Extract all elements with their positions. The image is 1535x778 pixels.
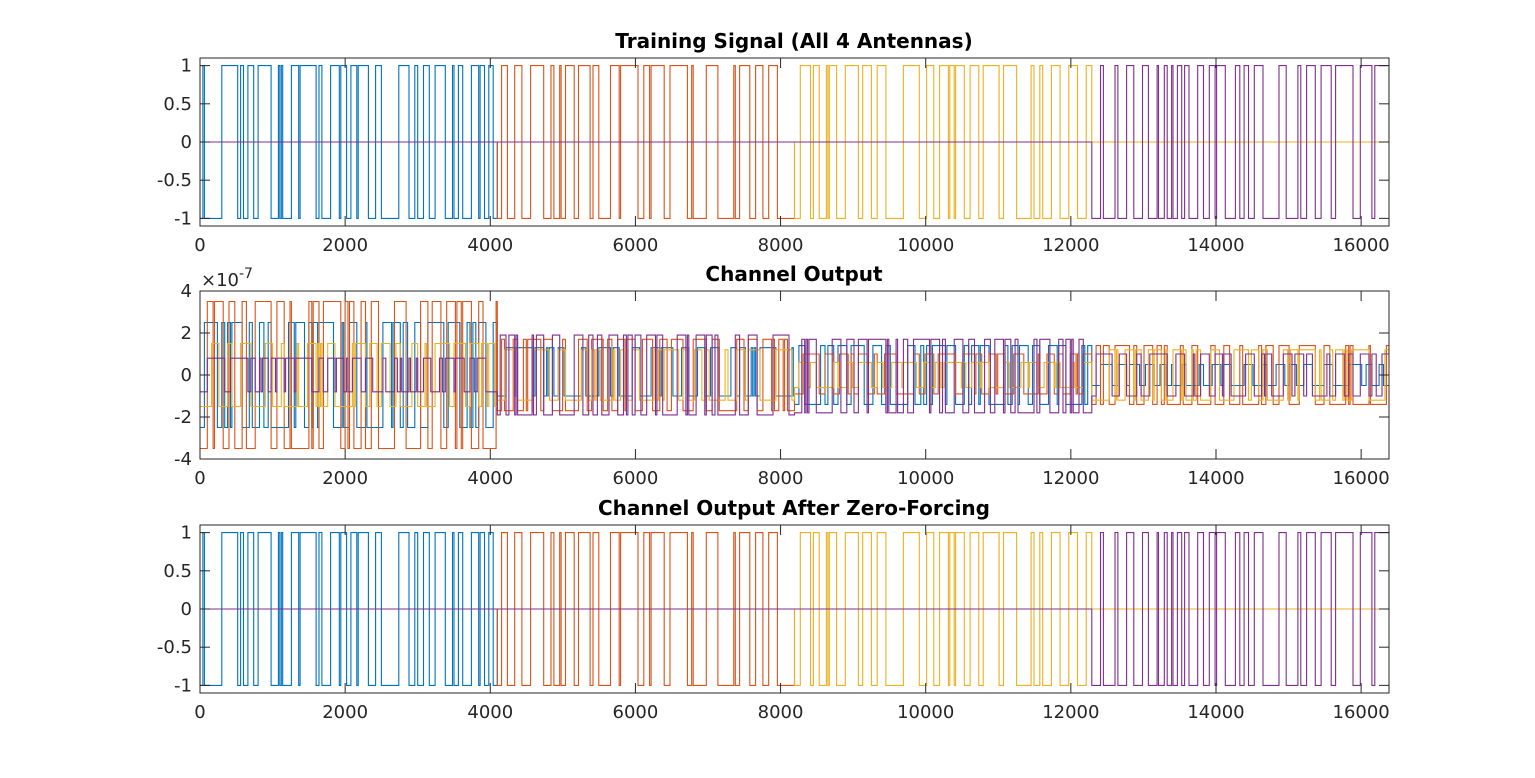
x-tick-label: 2000 <box>322 235 368 256</box>
series-line-1 <box>200 65 1389 219</box>
y-tick-label: -1 <box>174 208 192 229</box>
y-tick-label: 0 <box>181 365 192 386</box>
x-tick-label: 0 <box>194 702 205 723</box>
x-tick-label: 0 <box>194 468 205 489</box>
x-tick-label: 12000 <box>1042 235 1099 256</box>
series-line-4 <box>200 532 1389 686</box>
y-tick-label: 0.5 <box>163 94 192 115</box>
y-tick-label: -0.5 <box>157 170 192 191</box>
series-line-4 <box>200 65 1389 219</box>
y-tick-label: -0.5 <box>157 637 192 658</box>
series-group <box>200 300 1389 450</box>
subplot-title: Channel Output <box>705 262 883 286</box>
series-line-3 <box>200 342 1389 408</box>
x-tick-label: 16000 <box>1333 235 1390 256</box>
x-tick-label: 14000 <box>1187 702 1244 723</box>
exponent-power: -7 <box>239 266 253 282</box>
x-tick-label: 4000 <box>467 235 513 256</box>
x-tick-label: 10000 <box>897 702 954 723</box>
subplot-title: Training Signal (All 4 Antennas) <box>615 29 972 53</box>
x-tick-label: 10000 <box>897 235 954 256</box>
y-tick-label: -1 <box>174 675 192 696</box>
subplot-training-signal: Training Signal (All 4 Antennas) 0 2000 40… <box>157 29 1390 256</box>
x-tick-label: 8000 <box>758 702 804 723</box>
exponent-label: ×10-7 <box>201 266 253 291</box>
y-tick-label: 0 <box>181 132 192 153</box>
plot-area <box>200 291 1389 459</box>
y-tick-label: 4 <box>181 281 192 302</box>
series-line-4 <box>200 334 1389 416</box>
x-tick-label: 6000 <box>613 235 659 256</box>
x-tick-label: 12000 <box>1042 702 1099 723</box>
x-tick-label: 8000 <box>758 235 804 256</box>
series-line-2 <box>200 300 1389 450</box>
x-tick-label: 6000 <box>613 468 659 489</box>
x-tick-label: 6000 <box>613 702 659 723</box>
x-tick-label: 12000 <box>1042 468 1099 489</box>
x-tick-label: 14000 <box>1187 235 1244 256</box>
x-tick-label: 0 <box>194 235 205 256</box>
series-group <box>200 65 1389 219</box>
subplot-channel-output: Channel Output ×10-7 0 2000 4000 6000 8000 10… <box>174 262 1390 489</box>
y-tick-label: 1 <box>181 56 192 77</box>
series-group <box>200 532 1389 686</box>
y-tick-label: -2 <box>174 407 192 428</box>
y-tick-label: 0 <box>181 599 192 620</box>
y-tick-label: 2 <box>181 323 192 344</box>
x-tick-label: 4000 <box>467 468 513 489</box>
x-tick-label: 8000 <box>758 468 804 489</box>
subplot-zero-forcing: Channel Output After Zero-Forcing 0 2000 4… <box>157 496 1390 723</box>
x-tick-label: 2000 <box>322 468 368 489</box>
y-tick-label: 0.5 <box>163 561 192 582</box>
y-tick-label: -4 <box>174 449 192 470</box>
x-tick-label: 4000 <box>467 702 513 723</box>
series-line-1 <box>200 532 1389 686</box>
y-tick-label: 1 <box>181 523 192 544</box>
exponent-base: ×10 <box>201 270 239 291</box>
x-tick-label: 16000 <box>1333 702 1390 723</box>
x-tick-label: 10000 <box>897 468 954 489</box>
x-tick-label: 2000 <box>322 702 368 723</box>
x-tick-label: 16000 <box>1333 468 1390 489</box>
x-tick-label: 14000 <box>1187 468 1244 489</box>
subplot-title: Channel Output After Zero-Forcing <box>598 496 990 520</box>
